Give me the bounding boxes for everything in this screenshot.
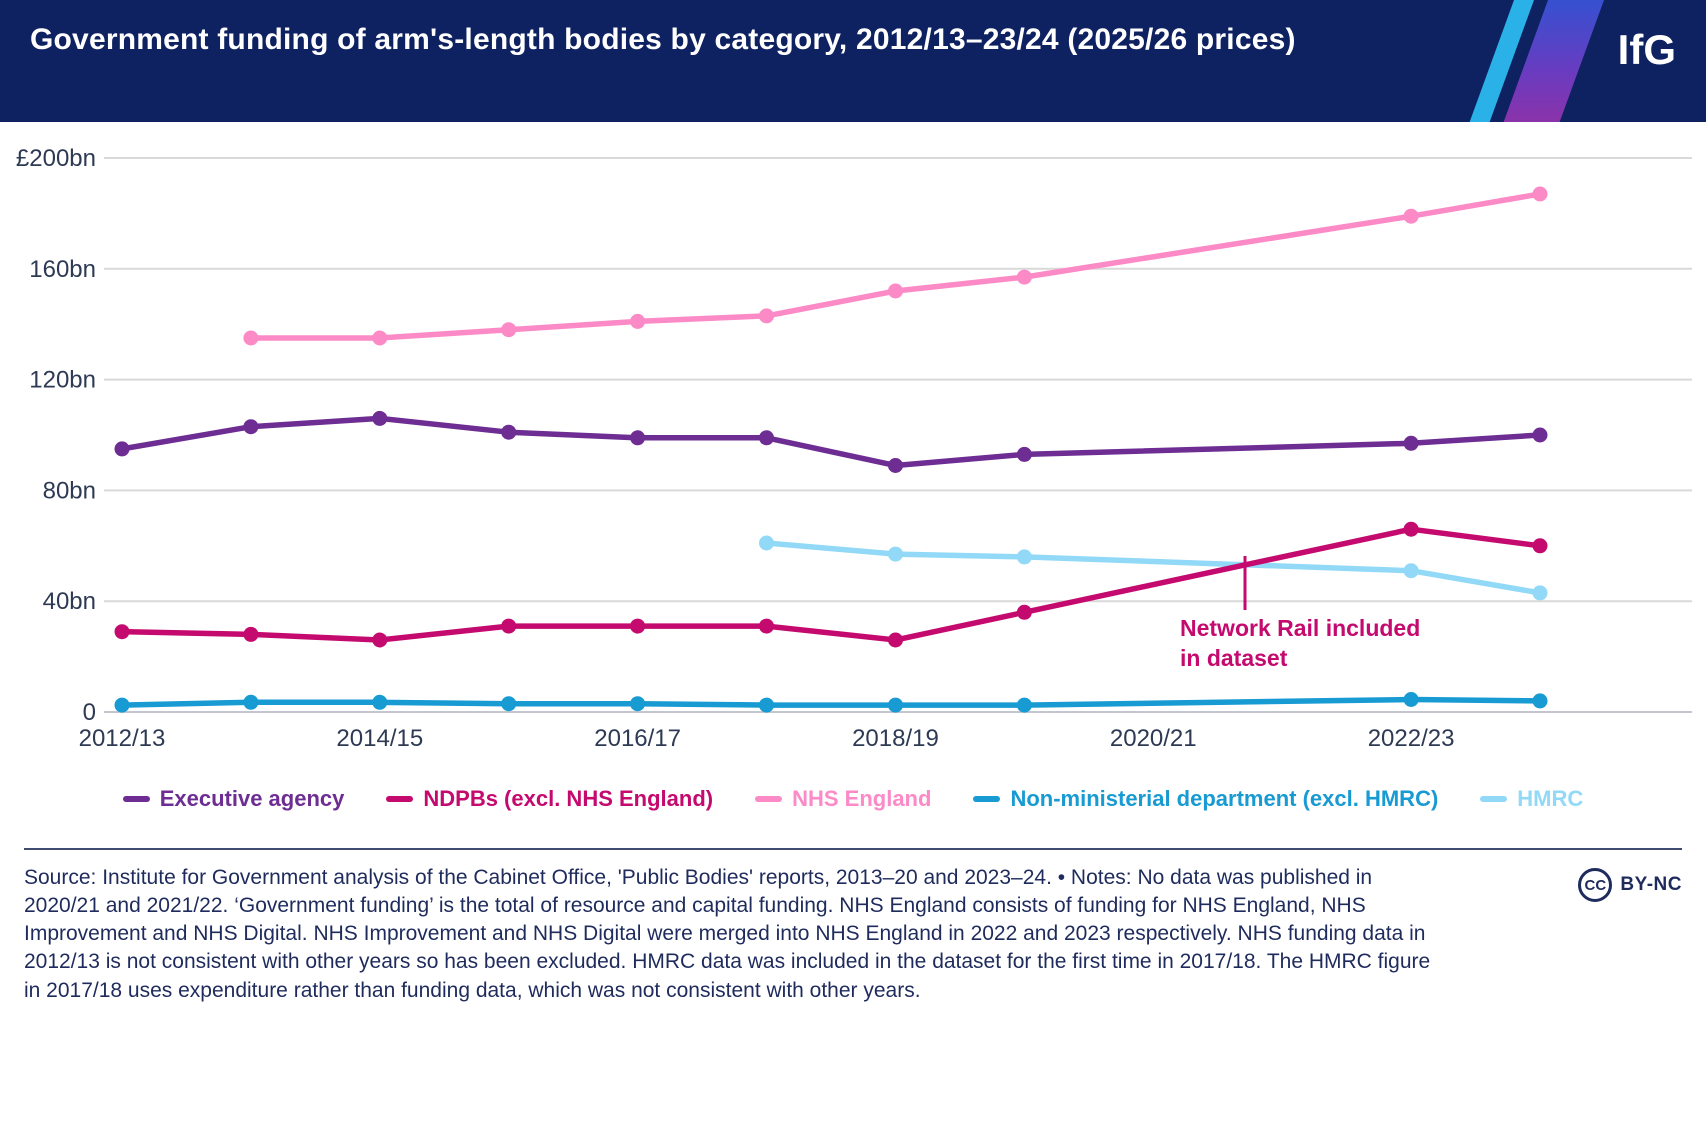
x-axis-label: 2020/21 [1110, 725, 1197, 752]
data-point-ndpbs-excl-nhs-england [1532, 538, 1548, 554]
data-point-hmrc [1532, 585, 1548, 601]
legend-label: NDPBs (excl. NHS England) [423, 786, 714, 811]
legend-swatch [122, 796, 150, 802]
data-point-executive-agency [501, 424, 517, 440]
data-point-nhs-england [243, 330, 259, 346]
series-line-nhs-england [248, 191, 1543, 341]
data-point-executive-agency [630, 430, 646, 446]
x-axis-label: 2018/19 [852, 725, 939, 752]
line-chart: 0 40bn 80bn 120bn 160bn £200bn 2012/13 2014/15 2… [16, 145, 1692, 752]
data-point-nhs-england [1532, 186, 1548, 202]
source-notes-text: Source: Institute for Government analysi… [24, 866, 1431, 1002]
chart-area: 0 40bn 80bn 120bn 160bn £200bn 2012/13 2014/15 2… [0, 122, 1706, 772]
x-axis-label: 2014/15 [336, 725, 423, 752]
legend-label: NHS England [792, 786, 932, 811]
data-point-executive-agency [1403, 435, 1419, 451]
legend-item-non-ministerial-department-excl-hmrc: Non-ministerial department (excl. HMRC) [973, 786, 1438, 812]
legend-label: Non-ministerial department (excl. HMRC) [1010, 786, 1439, 811]
legend-label: HMRC [1517, 786, 1584, 811]
data-point-non-ministerial-department-excl-hmrc [372, 694, 388, 710]
footer: Source: Institute for Government analysi… [24, 848, 1682, 1005]
data-point-executive-agency [1016, 446, 1032, 462]
ifg-logo: IfG [1617, 26, 1676, 73]
data-point-non-ministerial-department-excl-hmrc [114, 697, 130, 713]
data-point-ndpbs-excl-nhs-england [501, 618, 517, 634]
data-point-executive-agency [759, 430, 774, 446]
series-line-executive-agency [119, 415, 1543, 469]
legend-swatch [1480, 796, 1508, 802]
series-line-ndpbs-excl-nhs-england [119, 526, 1543, 643]
data-point-non-ministerial-department-excl-hmrc [1016, 697, 1032, 713]
y-axis-label: 40bn [43, 588, 96, 615]
data-point-ndpbs-excl-nhs-england [1016, 604, 1032, 620]
data-point-hmrc [888, 546, 903, 562]
legend-item-ndpbs-excl-nhs-england: NDPBs (excl. NHS England) [386, 786, 713, 812]
legend-item-nhs-england: NHS England [755, 786, 931, 812]
data-point-ndpbs-excl-nhs-england [1403, 521, 1419, 537]
y-axis-label: 160bn [29, 256, 96, 283]
series-line-non-ministerial-department-excl-hmrc [119, 696, 1543, 708]
data-point-non-ministerial-department-excl-hmrc [243, 694, 259, 710]
data-point-ndpbs-excl-nhs-england [630, 618, 646, 634]
data-point-executive-agency [888, 458, 903, 473]
legend-item-hmrc: HMRC [1480, 786, 1583, 812]
data-point-nhs-england [630, 313, 646, 329]
data-point-non-ministerial-department-excl-hmrc [888, 697, 903, 713]
y-axis-label: 120bn [29, 367, 96, 394]
data-point-ndpbs-excl-nhs-england [372, 632, 388, 648]
data-point-non-ministerial-department-excl-hmrc [1403, 692, 1419, 707]
data-point-non-ministerial-department-excl-hmrc [630, 696, 646, 712]
x-axis-label: 2012/13 [79, 725, 166, 752]
legend-label: Executive agency [159, 786, 345, 811]
data-point-nhs-england [1403, 208, 1419, 224]
legend-swatch [973, 796, 1001, 802]
data-point-non-ministerial-department-excl-hmrc [1532, 693, 1548, 709]
data-point-nhs-england [759, 308, 774, 324]
data-point-executive-agency [114, 441, 130, 457]
chart-annotation: Network Rail included in dataset [1180, 615, 1421, 671]
x-axis-label: 2016/17 [594, 725, 681, 752]
page-title: Government funding of arm's-length bodie… [30, 23, 1296, 56]
chart-legend: Executive agency NDPBs (excl. NHS England… [0, 772, 1706, 826]
x-axis-label: 2022/23 [1368, 725, 1455, 752]
legend-swatch [386, 796, 414, 802]
data-point-hmrc [1016, 549, 1032, 565]
data-point-ndpbs-excl-nhs-england [759, 618, 774, 634]
data-point-executive-agency [372, 410, 388, 426]
legend-item-executive-agency: Executive agency [122, 786, 345, 812]
data-point-nhs-england [1016, 269, 1032, 285]
data-point-non-ministerial-department-excl-hmrc [759, 697, 774, 713]
y-axis-label: £200bn [16, 145, 96, 172]
data-point-nhs-england [888, 283, 903, 299]
data-point-hmrc [1403, 563, 1419, 579]
data-point-non-ministerial-department-excl-hmrc [501, 696, 517, 712]
data-point-executive-agency [243, 419, 259, 435]
cc-license-label: BY-NC [1620, 874, 1682, 895]
cc-license-badge: CC BY-NC [1578, 868, 1682, 902]
chart-header: Government funding of arm's-length bodie… [0, 0, 1706, 122]
cc-icon: CC [1578, 868, 1613, 902]
y-axis-label: 80bn [43, 477, 96, 504]
y-axis-label: 0 [83, 699, 96, 726]
data-point-nhs-england [501, 322, 517, 338]
data-point-ndpbs-excl-nhs-england [114, 624, 130, 640]
data-point-ndpbs-excl-nhs-england [888, 632, 903, 648]
data-point-ndpbs-excl-nhs-england [243, 626, 259, 642]
data-point-nhs-england [372, 330, 388, 346]
data-point-executive-agency [1532, 427, 1548, 443]
data-point-hmrc [759, 535, 774, 551]
legend-swatch [755, 796, 783, 802]
